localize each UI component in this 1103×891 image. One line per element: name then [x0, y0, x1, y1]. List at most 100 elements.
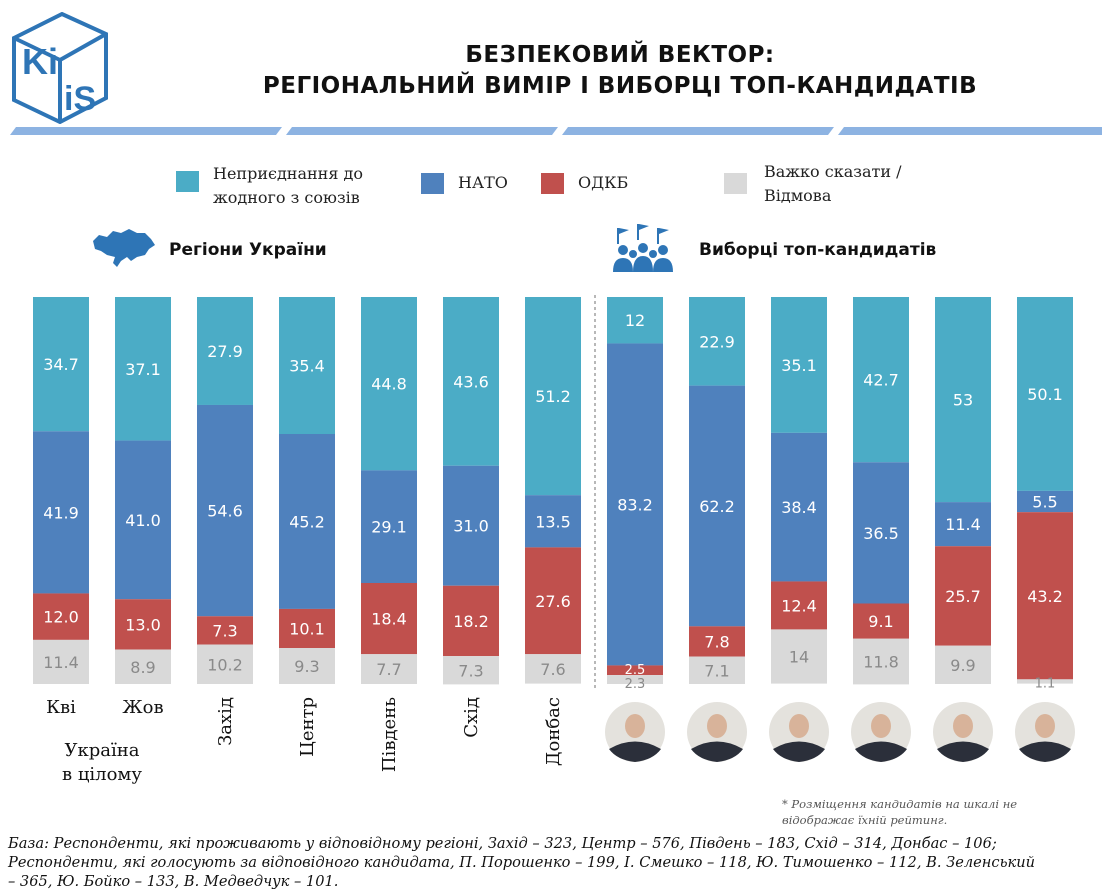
legend-swatch-nato — [421, 173, 444, 194]
data-label: 13.5 — [535, 512, 571, 531]
ukraine-map-icon — [93, 229, 155, 267]
legend-swatch-csto — [541, 173, 564, 194]
data-label: 7.7 — [376, 660, 401, 679]
bar-segment — [443, 297, 499, 466]
bar-segment — [525, 654, 581, 684]
data-label: 83.2 — [617, 495, 653, 514]
bar-segment — [771, 581, 827, 630]
bar-segment — [689, 656, 745, 684]
data-label: 35.1 — [781, 356, 817, 375]
bar-segment — [197, 616, 253, 645]
data-label: 9.9 — [950, 656, 975, 675]
candidate-portrait: П. Порошенко — [605, 702, 665, 762]
section-title-regions: Регіони України — [169, 240, 327, 260]
candidate-portrait: Ю. Тимошенко — [769, 702, 829, 762]
bar-segment — [853, 603, 909, 639]
bar-segment — [689, 385, 745, 627]
footnote: * Розміщення кандидатів на шкалі не відоб… — [782, 797, 1018, 827]
legend-label-csto: ОДКБ — [578, 173, 629, 192]
bar-segment — [771, 432, 827, 582]
legend-swatch-hard-to-say — [724, 173, 747, 194]
category-label: Кві — [46, 697, 76, 718]
kiis-logo: Ki iS — [12, 12, 108, 124]
data-label: 29.1 — [371, 518, 407, 537]
category-label: Захід — [215, 697, 236, 746]
data-label: 7.3 — [458, 661, 483, 680]
logo-text-top: Ki — [22, 41, 58, 82]
data-label: 36.5 — [863, 524, 899, 543]
data-label: 22.9 — [699, 332, 735, 351]
data-label: 37.1 — [125, 360, 161, 379]
data-label: 9.3 — [294, 657, 319, 676]
bar-segment — [689, 297, 745, 386]
bar-segment — [607, 297, 663, 344]
category-label: Південь — [379, 697, 400, 772]
bar-segment — [115, 599, 171, 650]
data-label: 38.4 — [781, 498, 817, 517]
bar-segment — [853, 297, 909, 463]
data-label: 9.1 — [868, 612, 893, 631]
bar-segment — [197, 644, 253, 684]
data-label: 44.8 — [371, 375, 407, 394]
candidate-portrait: В. Медведчук — [1015, 702, 1075, 762]
data-label: 31.0 — [453, 517, 489, 536]
bar-segment — [525, 547, 581, 655]
bar-segment — [1017, 512, 1073, 680]
section-title-voters: Виборці топ-кандидатів — [699, 240, 937, 260]
bar-segment — [443, 585, 499, 657]
data-label: 7.3 — [212, 621, 237, 640]
data-label: 51.2 — [535, 387, 571, 406]
data-label: 27.6 — [535, 592, 571, 611]
data-label: 41.9 — [43, 503, 79, 522]
category-label: Центр — [297, 697, 318, 757]
bar-segment — [361, 582, 417, 655]
bar-segment — [443, 465, 499, 586]
data-label: 12 — [625, 311, 645, 330]
group-label-line2: в цілому — [62, 764, 142, 785]
group-label-line1: Україна — [65, 740, 140, 761]
bar-segment — [771, 629, 827, 684]
bar-segment — [935, 502, 991, 547]
bar-segment — [853, 462, 909, 604]
data-label: 18.4 — [371, 610, 407, 629]
bar-segment — [279, 648, 335, 684]
bar-segment — [279, 433, 335, 609]
data-label: 11.8 — [863, 653, 899, 672]
data-label: 41.0 — [125, 511, 161, 530]
bar-segment — [279, 297, 335, 434]
candidate-portrait: Ю. Бойко — [933, 702, 993, 762]
bar-segment — [33, 639, 89, 684]
bar-segment — [115, 649, 171, 684]
candidate-portrait: В. Зеленський — [851, 702, 911, 762]
data-label: 50.1 — [1027, 385, 1063, 404]
bar-segment — [197, 404, 253, 617]
data-label: 10.1 — [289, 619, 325, 638]
page-title-line1: БЕЗПЕКОВИЙ ВЕКТОР: — [465, 42, 775, 68]
logo-text-bottom: iS — [64, 80, 96, 118]
data-label: 45.2 — [289, 512, 325, 531]
data-label: 53 — [953, 391, 973, 410]
bar-segment — [361, 470, 417, 583]
data-label: 11.4 — [43, 653, 79, 672]
data-label: 12.4 — [781, 596, 817, 615]
data-label: 2.5 — [625, 663, 646, 678]
bar-segment — [361, 654, 417, 684]
bar-segment — [853, 638, 909, 685]
bar-segment — [1017, 490, 1073, 513]
data-label: 13.0 — [125, 615, 161, 634]
bar-segment — [115, 297, 171, 441]
data-label: 18.2 — [453, 612, 489, 631]
data-label: 5.5 — [1032, 493, 1057, 512]
data-label: 25.7 — [945, 587, 981, 606]
candidate-portrait: І. Смешко — [687, 702, 747, 762]
bar-segment — [525, 495, 581, 548]
page-title: БЕЗПЕКОВИЙ ВЕКТОР: РЕГІОНАЛЬНИЙ ВИМІР І … — [190, 40, 1050, 102]
bar-segment — [771, 297, 827, 433]
bar-segment — [607, 675, 663, 684]
page-title-line2: РЕГІОНАЛЬНИЙ ВИМІР І ВИБОРЦІ ТОП-КАНДИДА… — [262, 73, 978, 99]
legend-label-nato: НАТО — [458, 173, 508, 192]
bar-segment — [525, 297, 581, 496]
data-label: 27.9 — [207, 342, 243, 361]
bar-segment — [33, 593, 89, 640]
